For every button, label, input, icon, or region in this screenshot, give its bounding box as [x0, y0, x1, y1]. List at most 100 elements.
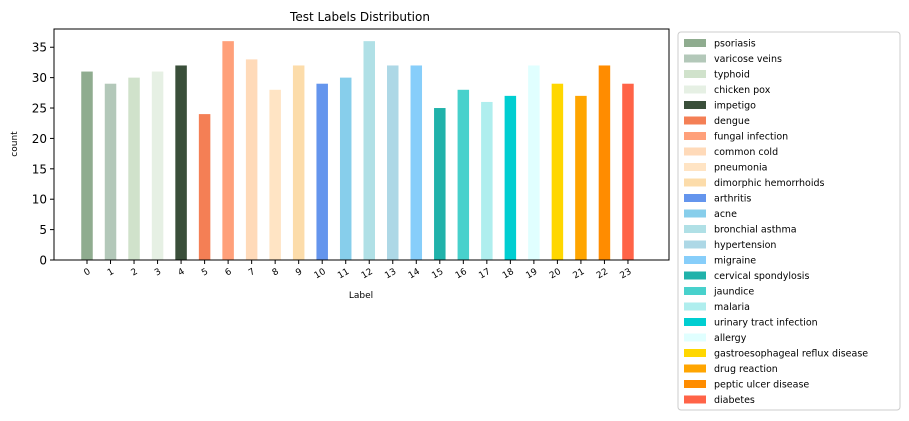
y-tick-label: 25: [32, 102, 47, 116]
x-tick-label: 21: [572, 267, 587, 281]
bar-13: [387, 65, 399, 260]
y-tick-label: 15: [32, 162, 47, 176]
legend-swatch: [684, 70, 706, 78]
y-tick-label: 35: [32, 41, 47, 55]
y-tick-label: 0: [39, 254, 47, 268]
y-tick-label: 10: [32, 193, 47, 207]
plot-frame: [53, 28, 670, 261]
x-tick-label: 0: [83, 267, 93, 279]
legend-swatch: [684, 147, 706, 156]
legend-label: chicken pox: [714, 85, 771, 96]
legend-label: arthritis: [714, 194, 751, 205]
x-tick-label: 5: [200, 267, 210, 279]
legend-label: peptic ulcer disease: [714, 380, 809, 391]
legend-swatch: [684, 163, 706, 171]
legend-swatch: [684, 380, 706, 388]
bar-4: [175, 65, 187, 260]
x-tick-label: 16: [454, 267, 469, 282]
x-tick-label: 9: [294, 267, 304, 279]
legend-swatch: [684, 225, 706, 233]
legend-label: allergy: [714, 333, 747, 344]
bar-17: [481, 101, 493, 260]
legend-frame: [677, 31, 901, 411]
legend-label: fungal infection: [714, 132, 788, 143]
bar-6: [222, 41, 234, 260]
legend-label: urinary tract infection: [714, 318, 818, 329]
legend-swatch: [684, 101, 706, 109]
x-tick-label: 18: [501, 267, 516, 282]
x-tick-label: 17: [477, 267, 492, 281]
bar-19: [528, 65, 540, 260]
x-tick-label: 20: [548, 267, 563, 282]
legend-label: bronchial asthma: [714, 225, 797, 236]
legend-label: hypertension: [714, 240, 776, 251]
x-tick-label: 14: [407, 267, 422, 282]
bar-10: [316, 83, 328, 261]
legend-swatch: [684, 333, 706, 342]
bar-21: [575, 95, 587, 261]
legend-label: psoriasis: [714, 39, 756, 50]
x-tick-label: 23: [619, 267, 634, 281]
x-tick-label: 19: [524, 267, 539, 282]
bar-15: [434, 108, 446, 260]
legend-swatch: [684, 194, 706, 202]
legend-label: acne: [714, 209, 737, 220]
x-tick-label: 4: [177, 267, 187, 279]
bar-0: [81, 71, 93, 260]
legend-label: dengue: [714, 116, 750, 127]
bar-9: [292, 65, 305, 260]
legend-label: drug reaction: [714, 364, 778, 375]
legend-swatch: [684, 39, 706, 47]
legend-swatch: [684, 395, 706, 404]
legend: psoriasis varicose veins typhoid chicken po…: [677, 31, 901, 411]
legend-label: pneumonia: [714, 163, 767, 174]
bar-20: [551, 83, 564, 261]
x-tick-label: 12: [360, 267, 375, 281]
legend-swatch: [684, 302, 706, 311]
y-axis-label: count: [10, 131, 20, 157]
x-tick-label: 2: [130, 267, 140, 279]
legend-label: cervical spondylosis: [714, 271, 809, 282]
legend-swatch: [684, 318, 706, 326]
x-tick-label: 13: [383, 267, 398, 281]
x-tick-label: 10: [313, 267, 328, 282]
bar-7: [245, 59, 258, 260]
bar-11: [339, 77, 352, 260]
legend-swatch: [684, 54, 706, 63]
legend-label: diabetes: [714, 395, 755, 406]
x-axis-label: Label: [349, 291, 373, 301]
legend-label: typhoid: [714, 70, 750, 81]
legend-swatch: [684, 240, 706, 249]
legend-label: varicose veins: [714, 54, 782, 65]
y-tick-label: 5: [39, 223, 47, 237]
x-tick-label: 3: [153, 267, 163, 279]
legend-label: impetigo: [714, 101, 756, 112]
y-tick-label: 20: [32, 132, 47, 146]
x-tick-label: 22: [595, 267, 610, 281]
legend-swatch: [684, 132, 706, 140]
bar-3: [151, 71, 164, 260]
legend-label: malaria: [714, 302, 750, 313]
y-tick-label: 30: [32, 71, 47, 85]
legend-label: jaundice: [713, 287, 754, 298]
legend-swatch: [684, 364, 706, 373]
legend-label: common cold: [714, 147, 778, 158]
bar-16: [457, 89, 470, 260]
bar-23: [622, 83, 634, 261]
bar-8: [269, 89, 281, 260]
legend-swatch: [684, 256, 706, 264]
legend-swatch: [684, 209, 706, 218]
bar-2: [128, 77, 140, 260]
bar-12: [363, 41, 375, 260]
bar-5: [198, 114, 211, 260]
legend-swatch: [684, 271, 706, 280]
legend-label: dimorphic hemorrhoids: [714, 178, 824, 189]
x-tick-label: 6: [224, 267, 234, 279]
legend-label: gastroesophageal reflux disease: [714, 349, 868, 360]
x-tick-label: 8: [271, 267, 281, 279]
legend-swatch: [684, 116, 706, 125]
x-axis: 0 1 2 3 4 5 6 7 8 9 10 11 12 13 14 15 16 17 18 19 20 21 22 23: [83, 260, 634, 282]
x-tick-label: 7: [247, 267, 257, 279]
legend-label: migraine: [714, 256, 756, 267]
